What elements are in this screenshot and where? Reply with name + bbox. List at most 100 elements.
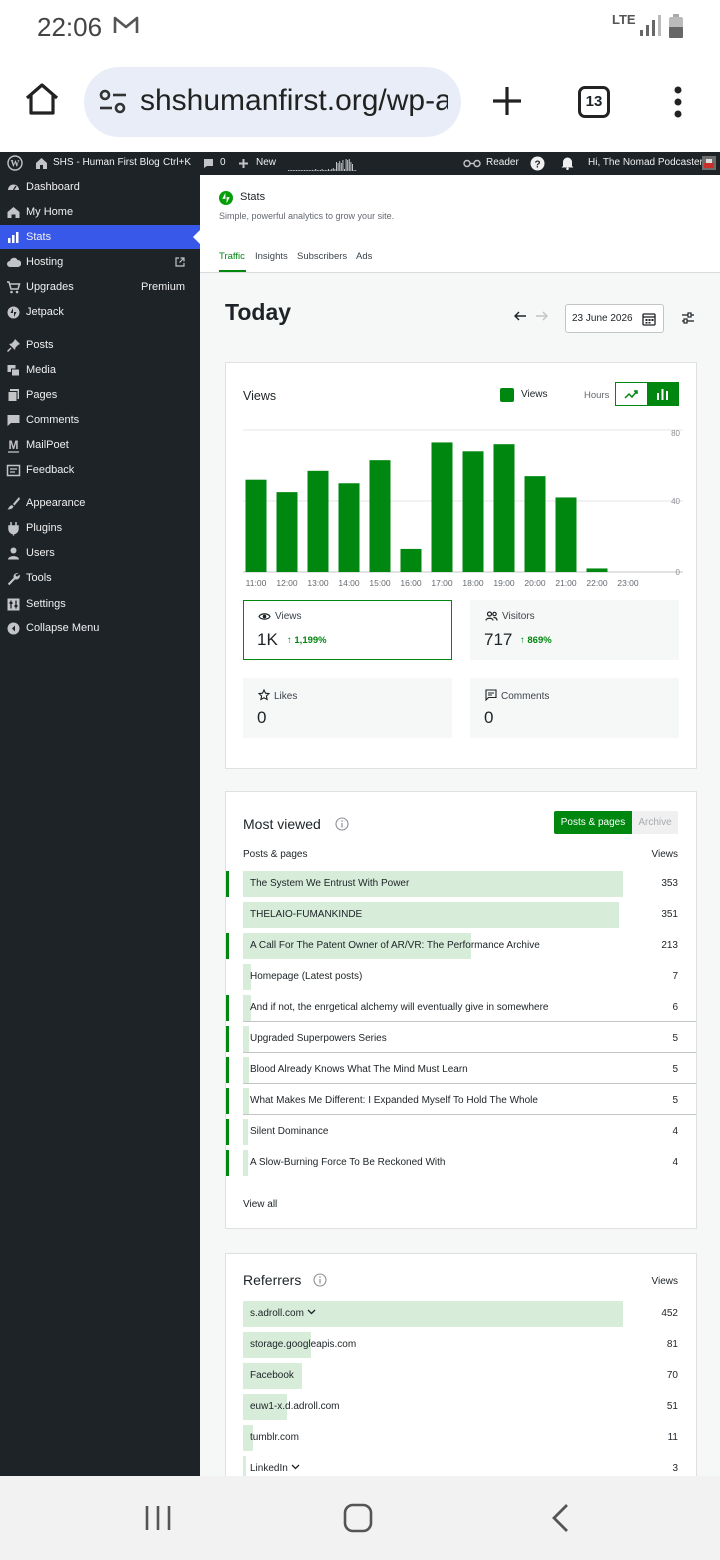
bar-18:00[interactable] [462,451,484,572]
sidebar-item-collapse-menu[interactable]: Collapse Menu [0,616,200,640]
bar-21:00[interactable] [555,497,577,572]
calendar-icon[interactable] [642,312,656,326]
most-viewed-row[interactable]: Homepage (Latest posts) 7 [226,964,696,990]
referrer-name[interactable]: euw1-x.d.adroll.com [250,1401,339,1412]
greeting[interactable]: Hi, The Nomad Podcaster [588,157,703,168]
new-tab-icon[interactable] [490,84,524,118]
referrer-name-text[interactable]: euw1-x.d.adroll.com [250,1401,340,1412]
sidebar-item-tools[interactable]: Tools [0,566,200,590]
reader-icon[interactable] [463,159,481,168]
help-icon[interactable]: ? [530,156,545,171]
stat-comments[interactable]: Comments 0 [470,678,679,738]
row-title[interactable]: Upgraded Superpowers Series [250,1033,387,1044]
most-viewed-row[interactable]: THELAIO-FUMANKINDE 351 [226,902,696,928]
most-viewed-row[interactable]: Upgraded Superpowers Series 5 [226,1026,696,1053]
referrer-name[interactable]: s.adroll.com [250,1308,316,1319]
info-icon[interactable] [335,817,349,831]
stat-visitors[interactable]: Visitors 717 ↑ 869% [470,600,679,660]
row-title[interactable]: Blood Already Knows What The Mind Must L… [250,1064,468,1075]
arrow-right-icon[interactable] [535,311,549,321]
sidebar-item-appearance[interactable]: Appearance [0,491,200,515]
row-title[interactable]: Homepage (Latest posts) [250,971,363,982]
tab-switcher[interactable]: 13 [578,86,610,118]
sidebar-item-stats[interactable]: Stats [0,225,200,249]
sidebar-item-my-home[interactable]: My Home [0,200,200,224]
avatar[interactable] [702,156,716,170]
row-title[interactable]: And if not, the enrgetical alchemy will … [250,1002,549,1013]
bar-12:00[interactable] [276,492,298,572]
referrer-row[interactable]: s.adroll.com 452 [226,1301,696,1327]
new-link[interactable]: New [256,157,277,168]
site-name-link[interactable]: SHS - Human First Blog [53,157,160,168]
bar-20:00[interactable] [524,476,546,572]
sidebar-item-feedback[interactable]: Feedback [0,458,200,482]
info-icon[interactable] [313,1273,327,1287]
referrer-row[interactable]: euw1-x.d.adroll.com 51 [226,1394,696,1420]
sidebar-item-hosting[interactable]: Hosting [0,250,200,274]
sidebar-item-mailpoet[interactable]: M MailPoet [0,433,200,457]
sidebar-item-settings[interactable]: Settings [0,592,200,616]
comments-count[interactable]: 0 [220,157,226,168]
plus-icon[interactable] [238,158,249,169]
filters-icon[interactable] [681,312,695,324]
most-viewed-row[interactable]: A Slow-Burning Force To Be Reckoned With… [226,1150,696,1176]
row-title[interactable]: What Makes Me Different: I Expanded Myse… [250,1095,538,1106]
home-icon[interactable] [24,82,60,116]
most-viewed-row[interactable]: What Makes Me Different: I Expanded Myse… [226,1088,696,1115]
most-viewed-row[interactable]: The System We Entrust With Power 353 [226,871,696,897]
posts-pages-toggle[interactable]: Posts & pages [554,811,632,834]
referrer-name-text[interactable]: s.adroll.com [250,1308,304,1319]
row-title[interactable]: THELAIO-FUMANKINDE [250,909,363,920]
row-title[interactable]: The System We Entrust With Power [250,878,410,889]
home-button-icon[interactable] [343,1503,373,1533]
referrer-name[interactable]: LinkedIn [250,1463,300,1474]
referrer-name[interactable]: Facebook [250,1370,294,1381]
recent-apps-icon[interactable] [144,1504,172,1532]
referrer-name-text[interactable]: Facebook [250,1370,294,1381]
sidebar-item-upgrades[interactable]: Upgrades Premium [0,275,200,299]
notifications-icon[interactable] [561,156,574,170]
row-title[interactable]: Silent Dominance [250,1126,329,1137]
sidebar-item-pages[interactable]: Pages [0,383,200,407]
most-viewed-row[interactable]: And if not, the enrgetical alchemy will … [226,995,696,1022]
bar-19:00[interactable] [493,444,515,572]
row-title[interactable]: A Slow-Burning Force To Be Reckoned With [250,1157,446,1168]
referrer-row[interactable]: Facebook 70 [226,1363,696,1389]
bar-16:00[interactable] [400,548,422,572]
referrer-row[interactable]: LinkedIn 3 [226,1456,696,1476]
most-viewed-row[interactable]: Silent Dominance 4 [226,1119,696,1145]
most-viewed-row[interactable]: Blood Already Knows What The Mind Must L… [226,1057,696,1084]
row-title[interactable]: A Call For The Patent Owner of AR/VR: Th… [250,940,540,951]
most-viewed-row[interactable]: A Call For The Patent Owner of AR/VR: Th… [226,933,696,959]
sidebar-item-plugins[interactable]: Plugins [0,516,200,540]
bar-11:00[interactable] [245,479,267,572]
date-value[interactable]: 23 June 2026 [572,313,633,324]
referrer-name-text[interactable]: LinkedIn [250,1463,288,1474]
tab-traffic[interactable]: Traffic [219,251,245,262]
stat-likes[interactable]: Likes 0 [243,678,452,738]
bar-22:00[interactable] [586,568,608,572]
tab-ads[interactable]: Ads [356,251,373,262]
line-chart-button[interactable] [616,383,647,405]
comment-icon[interactable] [203,158,214,169]
referrer-row[interactable]: tumblr.com 11 [226,1425,696,1451]
reader-link[interactable]: Reader [486,157,519,168]
sidebar-item-media[interactable]: Media [0,358,200,382]
sidebar-item-jetpack[interactable]: Jetpack [0,300,200,324]
sidebar-item-dashboard[interactable]: Dashboard [0,175,200,199]
sidebar-item-comments[interactable]: Comments [0,408,200,432]
chart-type-toggle[interactable] [615,382,679,406]
tab-subscribers[interactable]: Subscribers [297,251,348,262]
chevron-down-icon[interactable] [291,1464,300,1470]
referrer-name[interactable]: storage.googleapis.com [250,1339,356,1350]
more-menu-icon[interactable] [672,86,684,118]
url-text[interactable]: shshumanfirst.org/wp-a [140,84,448,117]
bar-chart-button[interactable] [647,383,678,405]
bar-17:00[interactable] [431,442,453,572]
bar-13:00[interactable] [307,470,329,572]
bar-15:00[interactable] [369,460,391,572]
sparkline-icon[interactable] [288,156,358,171]
referrer-row[interactable]: storage.googleapis.com 81 [226,1332,696,1358]
bar-14:00[interactable] [338,483,360,572]
archive-toggle[interactable]: Archive [632,811,678,834]
